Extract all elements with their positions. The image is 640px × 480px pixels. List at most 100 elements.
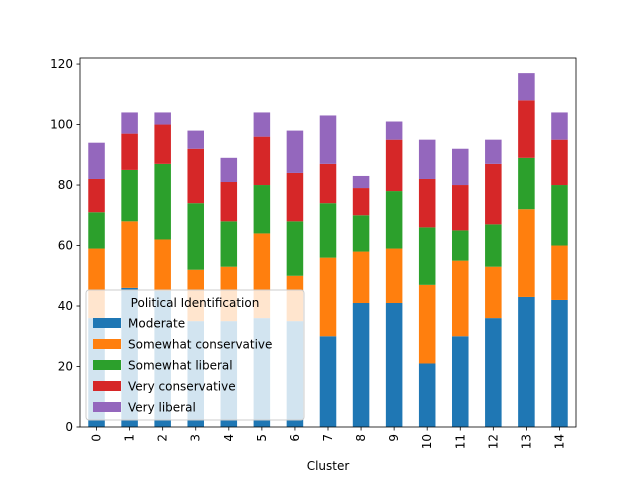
x-tick-label-3: 3	[189, 434, 203, 442]
bar-segment-2-2	[154, 163, 171, 240]
bar-segment-2-3	[154, 124, 171, 164]
bar-segment-13-2	[518, 157, 535, 210]
bar-segment-7-3	[319, 163, 337, 204]
bar-segment-8-4	[352, 175, 370, 189]
bar-segment-10-4	[418, 139, 436, 179]
bar-segment-5-3	[253, 136, 271, 186]
bar-segment-7-2	[319, 203, 337, 258]
y-tick-label-6: 120	[50, 57, 73, 71]
x-tick-label-7: 7	[321, 434, 335, 442]
bar-segment-11-2	[452, 230, 469, 261]
bar-segment-14-3	[551, 139, 568, 186]
bar-segment-14-1	[551, 245, 568, 300]
bar-segment-5-4	[253, 112, 271, 137]
bar-segment-0-2	[88, 212, 105, 249]
bar-segment-12-4	[485, 139, 502, 164]
bar-segment-5-2	[253, 185, 271, 234]
bar-segment-11-0	[452, 336, 469, 427]
bar-segment-3-3	[187, 148, 204, 204]
bar-segment-13-1	[518, 209, 535, 297]
bar-segment-13-3	[518, 100, 535, 158]
bar-segment-3-2	[187, 203, 204, 270]
bar-segment-0-3	[88, 178, 105, 213]
bar-segment-12-0	[485, 318, 502, 427]
x-tick-label-14: 14	[552, 434, 566, 449]
legend-entry-1: Somewhat conservative	[128, 338, 272, 352]
bar-segment-8-1	[352, 251, 370, 303]
bar-segment-3-4	[187, 130, 204, 149]
x-tick-label-8: 8	[354, 434, 368, 442]
x-tick-label-6: 6	[288, 434, 302, 442]
bar-segment-1-4	[121, 112, 138, 134]
legend-swatch-4	[93, 402, 121, 412]
bar-segment-0-4	[88, 142, 105, 179]
bar-segment-13-4	[518, 73, 535, 101]
x-tick-label-13: 13	[519, 434, 533, 449]
bar-segment-12-1	[485, 266, 502, 319]
y-tick-label-1: 20	[58, 360, 73, 374]
bar-segment-9-1	[385, 248, 403, 303]
bar-segment-11-1	[452, 260, 469, 337]
x-axis-label: Cluster	[307, 459, 350, 473]
legend-entry-0: Moderate	[128, 317, 185, 331]
bar-segment-7-1	[319, 257, 337, 337]
x-tick-label-0: 0	[90, 434, 104, 442]
bar-segment-13-0	[518, 296, 535, 427]
y-tick-label-5: 100	[50, 118, 73, 132]
bar-segment-6-4	[286, 130, 304, 173]
bar-segment-8-0	[352, 302, 370, 427]
legend: Political Identification Moderate Somewhat…	[85, 289, 305, 421]
x-tick-label-4: 4	[222, 434, 236, 442]
bar-segment-14-4	[551, 112, 568, 140]
bar-segment-6-2	[286, 221, 304, 276]
bar-segment-10-0	[418, 363, 436, 427]
bar-segment-4-3	[220, 182, 238, 222]
bar-segment-12-3	[485, 163, 502, 225]
bar-segment-8-3	[352, 188, 370, 216]
bar-segment-14-2	[551, 185, 568, 246]
x-tick-label-9: 9	[387, 434, 401, 442]
legend-title: Political Identification	[131, 296, 260, 310]
legend-entry-4: Very liberal	[128, 401, 196, 415]
bar-segment-1-1	[121, 221, 138, 288]
bar-segment-12-2	[485, 224, 502, 267]
x-tick-label-12: 12	[486, 434, 500, 449]
x-tick-label-11: 11	[453, 434, 467, 449]
legend-swatch-3	[93, 381, 121, 391]
y-axis: 0 20 40 60 80 100 120	[50, 57, 80, 434]
bar-segment-10-3	[418, 178, 436, 228]
x-tick-label-2: 2	[156, 434, 170, 442]
bar-segment-11-4	[452, 148, 469, 186]
legend-entry-3: Very conservative	[128, 380, 236, 394]
bar-segment-4-2	[220, 221, 238, 267]
legend-box	[85, 289, 305, 421]
bar-segment-7-4	[319, 115, 337, 164]
x-tick-label-5: 5	[255, 434, 269, 442]
bar-segment-9-3	[385, 139, 403, 192]
bar-segment-1-3	[121, 133, 138, 170]
bar-segment-7-0	[319, 336, 337, 427]
bar-segment-11-3	[452, 185, 469, 231]
bar-segment-6-3	[286, 172, 304, 222]
bar-segment-8-2	[352, 215, 370, 252]
y-tick-label-2: 40	[58, 299, 73, 313]
legend-entry-2: Somewhat liberal	[128, 359, 233, 373]
legend-swatch-2	[93, 360, 121, 370]
bar-segment-9-0	[385, 302, 403, 427]
y-tick-label-3: 60	[58, 239, 73, 253]
bar-segment-9-4	[385, 121, 403, 140]
bar-segment-14-0	[551, 299, 568, 427]
y-tick-label-4: 80	[58, 178, 73, 192]
bar-segment-2-4	[154, 112, 171, 125]
x-axis: 0 1 2 3 4 5 6 7 8 9 10 11 12 13 14	[90, 427, 566, 449]
y-tick-label-0: 0	[65, 420, 73, 434]
bar-segment-2-1	[154, 239, 171, 291]
bar-segment-9-2	[385, 191, 403, 249]
bar-segment-10-2	[418, 227, 436, 285]
legend-swatch-0	[93, 318, 121, 328]
bar-segment-10-1	[418, 284, 436, 364]
x-tick-label-1: 1	[123, 434, 137, 442]
legend-swatch-1	[93, 339, 121, 349]
bar-segment-4-4	[220, 157, 238, 183]
